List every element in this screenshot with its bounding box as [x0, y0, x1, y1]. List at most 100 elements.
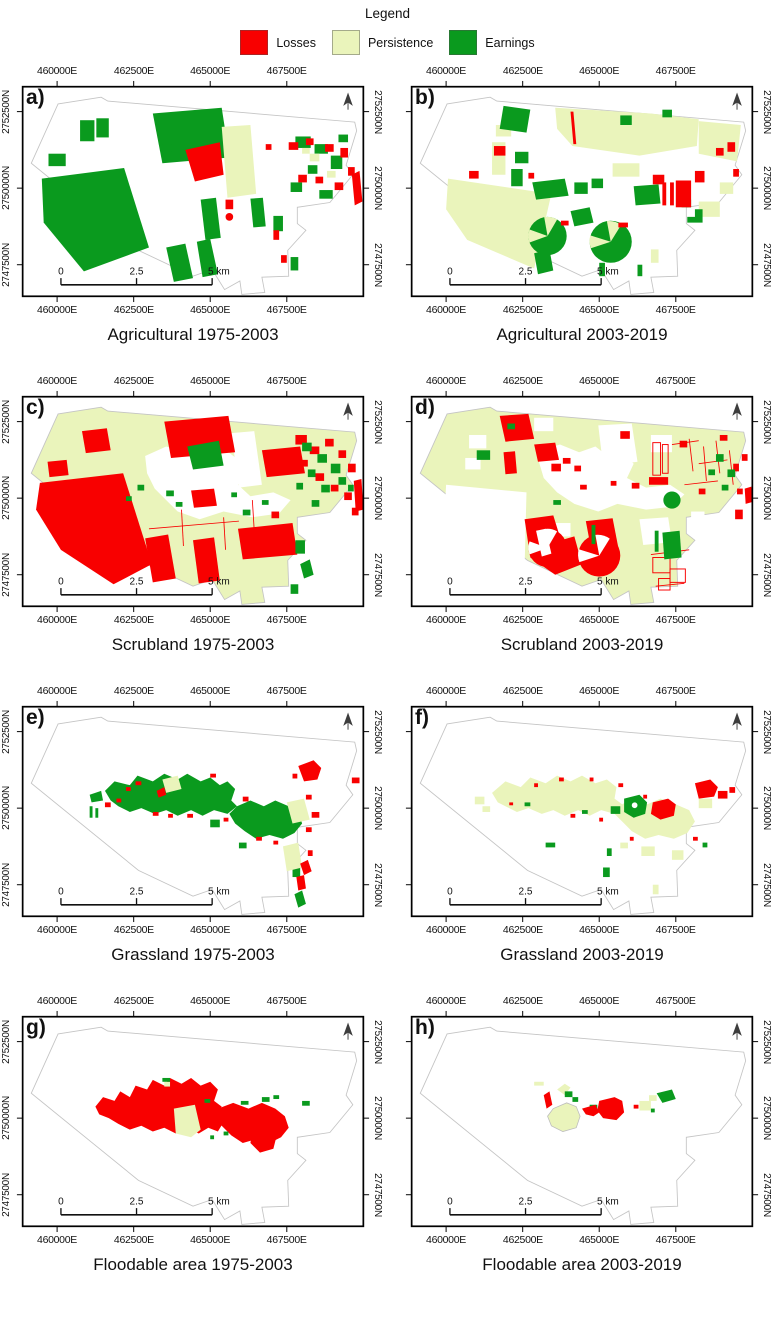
map-canvas: 0 2.5 5 km a)	[15, 79, 371, 304]
map-patch	[330, 155, 343, 170]
map-patch	[348, 484, 354, 492]
x-axis-top: 460000E 462500E 465000E 467500E	[404, 65, 760, 79]
map-patch	[271, 511, 280, 519]
map-patch	[292, 773, 298, 779]
scale-bar: 0 2.5 5 km	[447, 266, 619, 286]
map-patch	[223, 817, 229, 822]
map-frame	[410, 85, 754, 298]
map-patch	[610, 806, 621, 814]
map-patch	[334, 182, 344, 191]
map-patch	[162, 775, 182, 793]
map-patch	[670, 182, 674, 206]
map-patch	[181, 509, 184, 547]
map-patch	[116, 798, 122, 803]
x-tick-label: 460000E	[426, 924, 466, 936]
map-patch	[482, 806, 491, 812]
map-patch	[507, 423, 516, 430]
scale-bar-label: 5 km	[208, 266, 230, 277]
map-patch	[89, 790, 104, 803]
map-patch	[574, 182, 588, 194]
scale-bar-label: 0	[447, 886, 453, 897]
x-tick-label: 462500E	[113, 614, 154, 626]
map-patch	[36, 473, 152, 585]
y-tick-label: 2750000N	[372, 1096, 383, 1141]
map-canvas: 0 2.5 5 km f)	[404, 699, 760, 924]
x-tick-label: 465000E	[190, 375, 231, 387]
map-patch	[620, 842, 628, 849]
map-patch	[744, 486, 753, 504]
panel-caption: Scrubland 1975-2003	[111, 635, 275, 654]
map-patch	[715, 147, 724, 156]
map-patch	[557, 1083, 571, 1096]
y-tick-label: 2750000N	[1, 476, 12, 521]
x-tick-label: 460000E	[37, 995, 77, 1007]
map-patch	[193, 537, 220, 584]
map-patch	[715, 454, 724, 462]
map-patch	[737, 488, 743, 495]
map-patch	[325, 438, 334, 447]
x-axis-bottom: 460000E 462500E 465000E 467500E	[15, 1234, 371, 1248]
map-patch	[351, 777, 360, 784]
x-tick-label: 465000E	[579, 685, 620, 697]
map-patch	[307, 850, 313, 856]
map-patch	[307, 469, 316, 478]
map-patch	[603, 867, 610, 878]
x-tick-label: 467500E	[655, 685, 696, 697]
map-patch	[344, 492, 352, 501]
map-patch	[641, 846, 655, 856]
x-tick-label: 462500E	[502, 685, 543, 697]
map-patch	[250, 1125, 278, 1153]
map-patch	[300, 459, 308, 467]
scale-bar-label: 2.5	[519, 266, 533, 277]
map-patch	[96, 118, 109, 138]
map-patch	[290, 584, 299, 594]
legend: Legend Losses Persistence Earnings	[0, 0, 775, 55]
map-patch	[698, 488, 706, 495]
map-patch	[694, 779, 718, 799]
map-patch	[80, 120, 95, 142]
scale-bar-label: 2.5	[519, 576, 533, 587]
y-tick-label: 2747500N	[1, 242, 12, 287]
map-patch	[650, 249, 659, 263]
x-tick-label: 465000E	[579, 375, 620, 387]
map-patch	[620, 115, 632, 125]
map-patch	[564, 1091, 573, 1098]
map-patch	[652, 174, 665, 185]
x-axis-top: 460000E 462500E 465000E 467500E	[404, 995, 760, 1009]
map-patch	[618, 783, 624, 788]
x-tick-label: 465000E	[190, 1234, 231, 1246]
map-patch	[499, 413, 535, 442]
scale-bar: 0 2.5 5 km	[447, 1196, 619, 1216]
map-patch	[314, 144, 328, 154]
map-patch	[662, 109, 672, 118]
map-patch	[273, 230, 280, 240]
y-axis-right: 2752500N 2750000N 2747500N	[760, 79, 775, 304]
map-patch	[290, 257, 299, 271]
north-arrow-icon	[732, 712, 742, 730]
landcover-patches	[474, 775, 736, 895]
map-patch	[595, 534, 610, 556]
map-patch	[536, 444, 685, 512]
scale-bar-label: 0	[447, 266, 453, 277]
map-patch	[164, 1081, 171, 1087]
map-patch	[589, 220, 632, 263]
map-patch	[534, 417, 554, 432]
y-tick-label: 2750000N	[761, 1096, 772, 1141]
y-axis-right: 2752500N 2750000N 2747500N	[371, 1009, 386, 1234]
y-tick-label: 2752500N	[372, 89, 383, 134]
scale-bar-label: 2.5	[130, 266, 144, 277]
x-tick-label: 462500E	[502, 1234, 543, 1246]
axis-ticks	[16, 80, 370, 303]
losses-swatch	[240, 30, 269, 55]
map-patch	[351, 170, 363, 206]
map-patch	[300, 559, 314, 579]
map-patch	[698, 201, 720, 217]
map-patch	[702, 842, 708, 848]
x-tick-label: 467500E	[655, 924, 696, 936]
map-patch	[735, 509, 743, 520]
map-patch	[196, 238, 218, 278]
x-tick-label: 465000E	[579, 995, 620, 1007]
map-patch	[591, 178, 604, 189]
map-patch	[89, 806, 93, 818]
